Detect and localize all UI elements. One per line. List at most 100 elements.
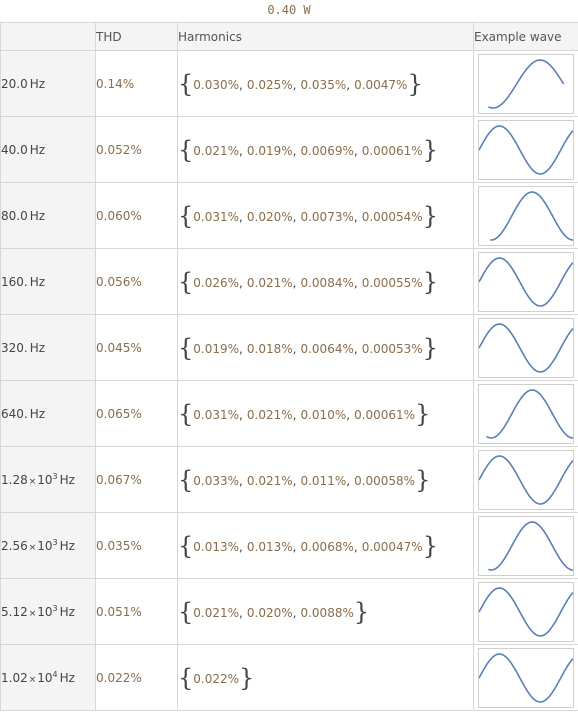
comma-separator: , [239,407,243,422]
power-base: 10 [37,671,53,685]
close-brace: } [422,333,438,362]
frequency-unit: Hz [59,605,75,619]
wave-cell [473,182,578,249]
wave-line [479,124,573,175]
times-sign: × [28,477,37,487]
wave-thumbnail [478,383,574,444]
wave-cell [473,248,578,315]
times-sign: × [28,609,37,619]
sine-wave-plot [479,454,573,505]
wave-cell [473,644,578,711]
harmonics-cell: {0.021%, 0.020%, 0.0088%} [177,578,474,645]
harmonic-value: 0.019% [193,341,240,356]
sine-wave-plot [479,652,573,703]
comma-separator: , [346,77,351,92]
frequency-unit: Hz [29,406,46,421]
harmonic-value: 0.00053% [361,341,423,356]
frequency-cell: 640. Hz [0,380,96,447]
harmonic-value: 0.031% [193,209,240,224]
wave-cell [473,446,578,513]
harmonic-value: 0.0088% [300,605,354,620]
times-sign: × [28,543,37,553]
table-row: 40.0 Hz 0.052% {0.021%, 0.019%, 0.0069%, 0.000… [0,116,578,183]
wave-cell [473,116,578,183]
frequency-unit: Hz [59,473,75,487]
comma-separator: , [239,275,243,290]
wave-cell [473,380,578,447]
close-brace: } [407,69,423,98]
wave-cell [473,50,578,117]
frequency-unit: Hz [29,274,46,289]
sine-wave-plot [486,388,573,439]
header-harmonics: Harmonics [177,22,474,51]
frequency-mantissa: 320. [1,340,28,355]
harmonics-cell: {0.030%, 0.025%, 0.035%, 0.0047%} [177,50,474,117]
harmonic-value: 0.013% [193,539,240,554]
thd-value: 0.045% [95,314,178,381]
sine-wave-plot [488,58,565,109]
harmonic-value: 0.010% [300,407,347,422]
table-row: 20.0 Hz 0.14% {0.030%, 0.025%, 0.035%, 0.0047%… [0,50,578,117]
wave-thumbnail [478,449,574,510]
harmonic-value: 0.030% [193,77,240,92]
frequency-unit: Hz [29,142,46,157]
sine-wave-plot [479,124,573,175]
harmonics-table: THD Harmonics Example wave 20.0 Hz 0.14% {0… [0,22,578,711]
comma-separator: , [353,539,358,554]
comma-separator: , [292,407,297,422]
harmonic-value: 0.020% [246,209,293,224]
frequency-cell: 160. Hz [0,248,96,315]
harmonic-value: 0.013% [246,539,293,554]
harmonic-value: 0.021% [246,473,293,488]
harmonic-value: 0.0073% [300,209,354,224]
wave-thumbnail [478,581,574,642]
comma-separator: , [292,539,297,554]
harmonics-cell: {0.021%, 0.019%, 0.0069%, 0.00061%} [177,116,474,183]
harmonic-value: 0.00054% [361,209,423,224]
frequency-exponent: 3 [52,538,58,547]
table-row: 2.56×103 Hz 0.035% {0.013%, 0.013%, 0.0068%, 0… [0,512,578,579]
frequency-cell: 40.0 Hz [0,116,96,183]
frequency-mantissa: 20.0 [1,76,28,91]
frequency-mantissa: 40.0 [1,142,28,157]
frequency-cell: 320. Hz [0,314,96,381]
thd-value: 0.035% [95,512,178,579]
comma-separator: , [239,605,243,620]
harmonic-value: 0.022% [193,671,240,686]
comma-separator: , [239,143,243,158]
harmonic-value: 0.0069% [300,143,354,158]
frequency-unit: Hz [29,208,46,223]
table-row: 80.0 Hz 0.060% {0.031%, 0.020%, 0.0073%, 0.000… [0,182,578,249]
times-sign: × [28,675,37,685]
frequency-cell: 80.0 Hz [0,182,96,249]
harmonic-value: 0.020% [246,605,293,620]
open-brace: { [178,663,194,692]
comma-separator: , [292,605,297,620]
wave-line [486,388,573,439]
comma-separator: , [239,539,243,554]
harmonic-value: 0.018% [246,341,293,356]
frequency-cell: 1.28×103 Hz [0,446,96,513]
table-body: 20.0 Hz 0.14% {0.030%, 0.025%, 0.035%, 0.0047%… [0,50,578,711]
frequency-mantissa: 80.0 [1,208,28,223]
table-row: 1.02×104 Hz 0.022% {0.022%} [0,644,578,711]
wave-cell [473,578,578,645]
open-brace: { [178,531,194,560]
thd-value: 0.067% [95,446,178,513]
comma-separator: , [346,407,351,422]
header-frequency [0,22,96,51]
open-brace: { [178,69,194,98]
open-brace: { [178,267,194,296]
frequency-mantissa: 160. [1,274,28,289]
thd-value: 0.056% [95,248,178,315]
harmonics-cell: {0.033%, 0.021%, 0.011%, 0.00058%} [177,446,474,513]
wave-thumbnail [478,119,574,180]
close-brace: } [415,399,431,428]
header-thd: THD [95,22,178,51]
wave-thumbnail [478,515,574,576]
thd-value: 0.052% [95,116,178,183]
table-row: 160. Hz 0.056% {0.026%, 0.021%, 0.0084%, 0.000… [0,248,578,315]
comma-separator: , [239,341,243,356]
harmonic-value: 0.0064% [300,341,354,356]
harmonic-value: 0.00055% [361,275,423,290]
